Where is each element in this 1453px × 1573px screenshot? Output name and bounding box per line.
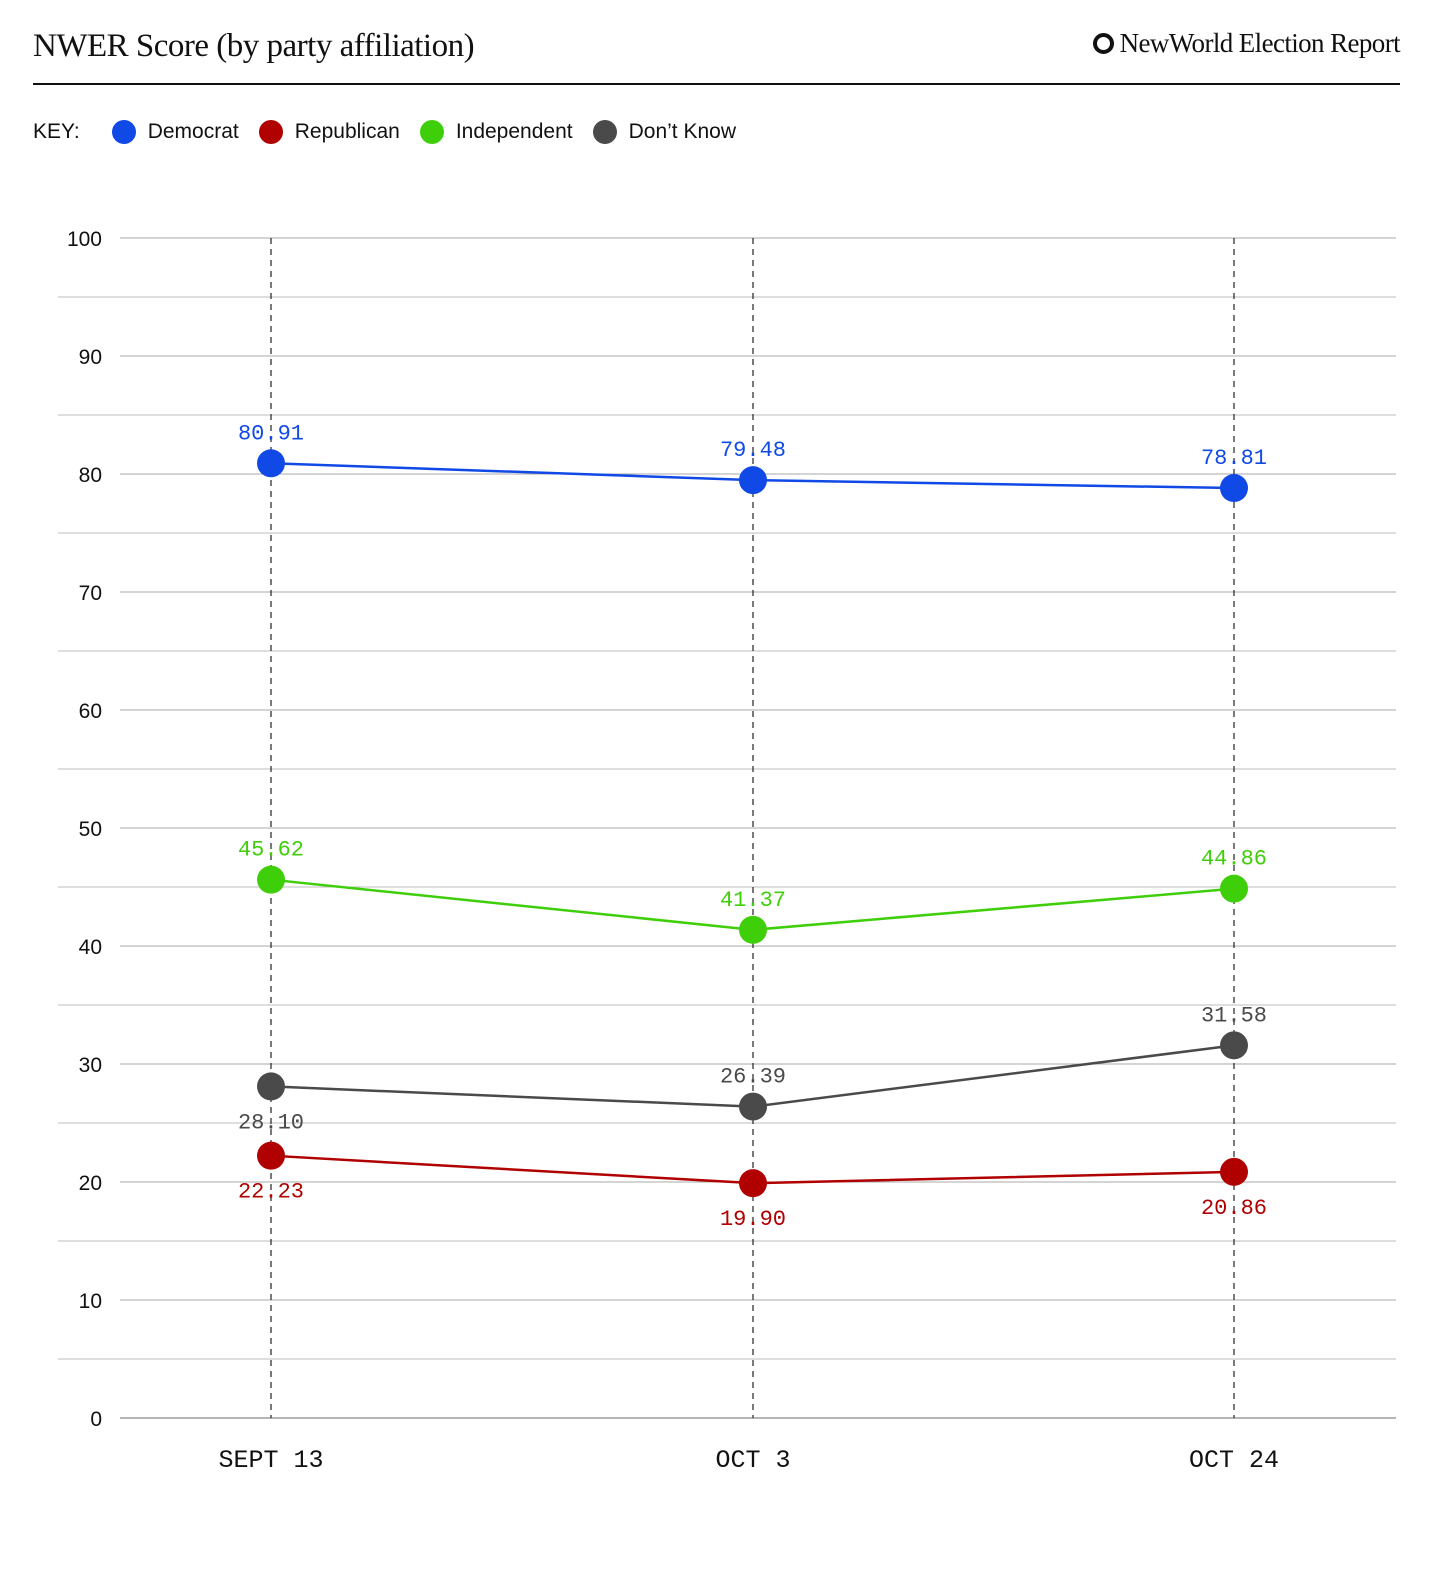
legend-text-democrat: Democrat [147,120,239,143]
data-point-republican [257,1141,285,1170]
data-point-republican [739,1169,767,1198]
legend-marker-independent [419,120,444,144]
legend-text-independent: Independent [455,120,573,143]
data-point-don-t-know [257,1072,285,1101]
brand: NewWorld Election Report [1092,28,1401,59]
data-point-democrat [739,466,767,495]
legend-item-independent: Independent [419,120,573,144]
y-tick-label: 30 [79,1054,102,1077]
data-point-independent [739,915,767,944]
y-tick-label: 90 [79,346,102,369]
legend-text-dont-know: Don’t Know [628,120,736,143]
x-tick-label: SEPT 13 [218,1446,323,1475]
y-tick-label: 50 [79,818,102,841]
legend-text-republican: Republican [294,120,400,143]
data-label-democrat: 78.81 [1201,446,1267,471]
data-label-don-t-know: 26.39 [720,1065,786,1090]
y-tick-label: 40 [79,936,102,959]
legend-marker-dont-know [592,120,617,144]
data-label-democrat: 79.48 [720,438,786,463]
data-label-democrat: 80.91 [238,421,304,446]
chart-title: NWER Score (by party affiliation) [33,28,475,64]
data-point-republican [1220,1157,1248,1186]
data-label-don-t-know: 31.58 [1201,1003,1267,1028]
y-tick-label: 10 [79,1290,102,1313]
brand-name: NewWorld Election Report [1119,28,1401,58]
data-label-republican: 22.23 [238,1180,304,1205]
data-point-don-t-know [1220,1031,1248,1060]
data-label-republican: 19.90 [720,1207,786,1232]
data-label-independent: 44.86 [1201,847,1267,872]
y-tick-label: 80 [79,464,102,487]
data-point-don-t-know [739,1092,767,1121]
legend: KEY: Democrat Republican Independent Don… [33,120,756,144]
data-point-independent [257,865,285,894]
brand-logo-icon [1092,33,1114,54]
legend-label: KEY: [33,120,80,143]
legend-item-dont-know: Don’t Know [592,120,736,144]
data-point-democrat [257,449,285,478]
data-label-independent: 41.37 [720,888,786,913]
data-label-don-t-know: 28.10 [238,1110,304,1135]
y-tick-label: 70 [79,582,102,605]
y-tick-label: 20 [79,1172,102,1195]
legend-marker-democrat [111,120,136,144]
legend-marker-republican [258,120,283,144]
data-point-democrat [1220,474,1248,503]
data-label-independent: 45.62 [238,838,304,863]
legend-item-democrat: Democrat [111,120,239,144]
x-tick-label: OCT 3 [715,1446,790,1475]
data-point-independent [1220,874,1248,903]
x-tick-label: OCT 24 [1189,1446,1279,1475]
header-divider [33,83,1400,85]
y-tick-label: 60 [79,700,102,723]
legend-item-republican: Republican [258,120,400,144]
y-tick-label: 0 [90,1408,102,1431]
y-tick-label: 100 [67,228,102,251]
data-label-republican: 20.86 [1201,1196,1267,1221]
